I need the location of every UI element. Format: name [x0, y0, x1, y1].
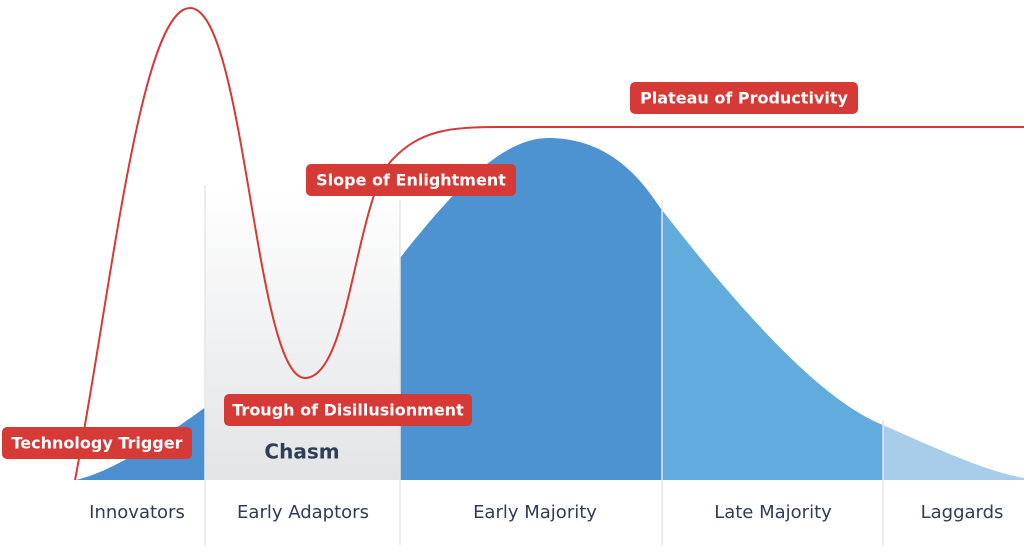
phase-label: Plateau of Productivity	[640, 89, 848, 108]
hype-curve	[74, 6, 1024, 481]
phase-tags: Technology Trigger Trough of Disillusion…	[2, 82, 858, 459]
segment-label: Early Adaptors	[237, 502, 369, 523]
phase-label: Trough of Disillusionment	[232, 401, 464, 420]
dividers	[204, 185, 884, 545]
phase-label: Slope of Enlightment	[316, 171, 506, 190]
phase-label: Technology Trigger	[11, 434, 182, 453]
segment-label: Laggards	[921, 502, 1004, 523]
segment-label: Innovators	[89, 502, 185, 523]
segment-labels: Innovators Early Adaptors Early Majority…	[89, 502, 1003, 523]
segment-label: Early Majority	[473, 502, 597, 523]
chasm-label: Chasm	[264, 440, 339, 464]
adoption-curve	[75, 138, 1024, 480]
segment-label: Late Majority	[714, 502, 832, 523]
